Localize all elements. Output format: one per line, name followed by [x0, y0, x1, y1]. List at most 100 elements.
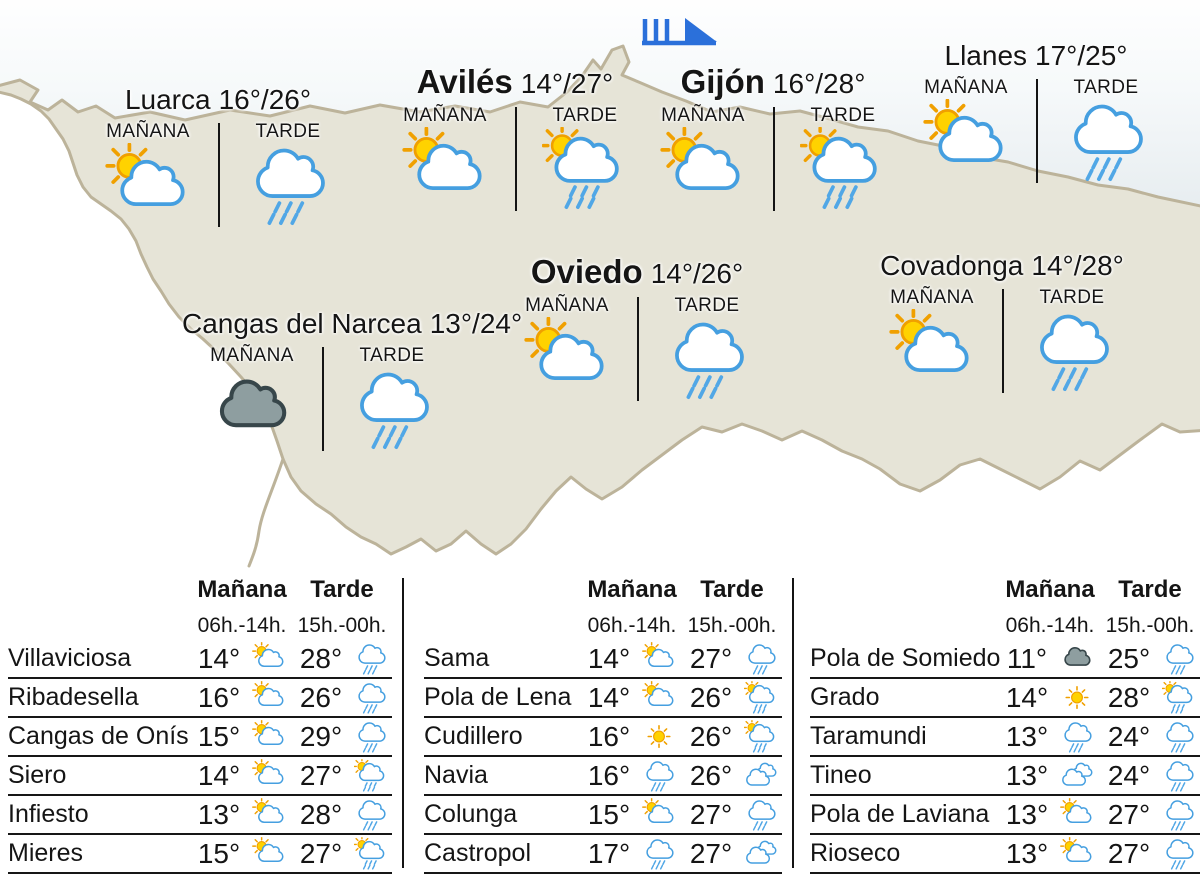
- station-city-name: Covadonga: [880, 250, 1024, 281]
- afternoon-weather: [773, 127, 913, 213]
- morning-weather: [636, 798, 682, 831]
- station-city-name: Gijón: [680, 63, 765, 100]
- afternoon-temp: 29°: [299, 720, 343, 752]
- station-title: Llanes 17°/25°: [896, 40, 1176, 72]
- weather-station: Oviedo 14°/26° MAÑANA TARDE: [497, 255, 777, 407]
- morning-temp: 14°: [1005, 681, 1049, 713]
- table-header-afternoon: Tarde: [700, 576, 764, 603]
- afternoon-label: TARDE: [255, 121, 321, 142]
- table-row: Cudillero 16° 26°: [424, 718, 782, 757]
- afternoon-temp: 24°: [1107, 759, 1151, 791]
- forecast-table: Mañana Tarde 06h.-14h. 15h.-00h. Sama 14…: [424, 572, 782, 874]
- morning-weather: [636, 759, 682, 792]
- afternoon-temp: 26°: [299, 681, 343, 713]
- afternoon-weather: [1158, 798, 1200, 831]
- afternoon-weather: [740, 681, 782, 714]
- morning-weather: [246, 642, 292, 675]
- afternoon-weather: [740, 759, 782, 792]
- station-title: Covadonga 14°/28°: [862, 250, 1142, 282]
- afternoon-temp: 27°: [689, 642, 733, 674]
- sun-cloud-icon: [1060, 798, 1094, 831]
- rain-icon: [1029, 309, 1115, 392]
- afternoon-label: TARDE: [674, 295, 740, 316]
- rain-icon: [354, 720, 388, 753]
- station-temp-range: 13°/24°: [429, 308, 523, 339]
- morning-temp: 15°: [197, 837, 241, 869]
- morning-label: MAÑANA: [525, 295, 609, 316]
- clouds-icon: [744, 759, 778, 792]
- morning-label: MAÑANA: [661, 105, 745, 126]
- table-row: Siero 14° 27°: [8, 757, 392, 796]
- sun-cloud-icon: [524, 317, 610, 400]
- period-divider: [1036, 79, 1038, 183]
- weather-station: Avilés 14°/27° MAÑANA TARDE: [375, 65, 655, 217]
- morning-weather: [1054, 798, 1100, 831]
- afternoon-label: TARDE: [359, 345, 425, 366]
- morning-temp: 13°: [1005, 837, 1049, 869]
- morning-weather: [78, 143, 218, 229]
- afternoon-temp: 28°: [1107, 681, 1151, 713]
- morning-temp: 17°: [587, 837, 631, 869]
- morning-temp: 15°: [587, 798, 631, 830]
- sun-cloud-icon: [252, 798, 286, 831]
- station-city-name: Cangas del Narcea: [182, 308, 422, 339]
- afternoon-temp: 25°: [1107, 642, 1151, 674]
- sun-icon: [642, 720, 676, 753]
- station-periods: MAÑANA TARDE: [78, 121, 358, 233]
- morning-temp: 16°: [587, 759, 631, 791]
- afternoon-temp: 27°: [299, 759, 343, 791]
- table-row: Infiesto 13° 28°: [8, 796, 392, 835]
- rain-icon: [744, 642, 778, 675]
- rain-icon: [1162, 642, 1196, 675]
- rain-icon: [1063, 99, 1149, 182]
- morning-temp: 13°: [1005, 759, 1049, 791]
- sun-cloud-icon: [252, 642, 286, 675]
- afternoon-weather: [1002, 309, 1142, 395]
- afternoon-weather: [1158, 837, 1200, 870]
- table-row: Mieres 15° 27°: [8, 835, 392, 874]
- afternoon-temp: 26°: [689, 759, 733, 791]
- sun-rain-icon: [354, 837, 388, 870]
- place-name: Pola de Lena: [424, 683, 572, 711]
- morning-weather: [182, 367, 322, 453]
- table-row: Villaviciosa 14° 28°: [8, 640, 392, 679]
- rain-icon: [1162, 720, 1196, 753]
- morning-weather: [1054, 759, 1100, 792]
- morning-weather: [246, 720, 292, 753]
- table-row: Rioseco 13° 27°: [810, 835, 1200, 874]
- afternoon-temp: 27°: [1107, 798, 1151, 830]
- morning-weather: [1054, 837, 1100, 870]
- afternoon-weather: [350, 642, 392, 675]
- station-periods: MAÑANA TARDE: [862, 287, 1142, 399]
- table-divider: [792, 578, 794, 868]
- station-temp-range: 14°/27°: [520, 68, 614, 99]
- table-header-morning: Mañana: [587, 576, 677, 603]
- station-temp-range: 14°/26°: [650, 258, 744, 289]
- wind-flag-icon: [642, 18, 717, 46]
- place-name: Cangas de Onís: [8, 722, 189, 750]
- rain-icon: [1162, 798, 1196, 831]
- station-city-name: Luarca: [124, 84, 211, 115]
- sun-rain-icon: [542, 127, 628, 210]
- sun-cloud-icon: [252, 759, 286, 792]
- station-periods: MAÑANA TARDE: [896, 77, 1176, 189]
- weather-station: Luarca 16°/26° MAÑANA TARDE: [78, 84, 358, 233]
- station-temp-range: 17°/25°: [1035, 40, 1128, 71]
- sun-rain-icon: [354, 759, 388, 792]
- morning-label: MAÑANA: [890, 287, 974, 308]
- afternoon-weather: [1036, 99, 1176, 185]
- rain-icon: [744, 798, 778, 831]
- grey-cloud-icon: [1060, 642, 1094, 675]
- sun-cloud-icon: [642, 798, 676, 831]
- station-title: Oviedo 14°/26°: [497, 255, 777, 290]
- sun-cloud-icon: [642, 681, 676, 714]
- station-temp-range: 16°/26°: [218, 84, 312, 115]
- place-name: Infiesto: [8, 800, 89, 828]
- weather-station: Covadonga 14°/28° MAÑANA TARDE: [862, 250, 1142, 399]
- table-row: Grado 14° 28°: [810, 679, 1200, 718]
- period-divider: [1002, 289, 1004, 393]
- station-periods: MAÑANA TARDE: [182, 345, 462, 457]
- table-row: Sama 14° 27°: [424, 640, 782, 679]
- grey-cloud-icon: [209, 367, 295, 450]
- morning-weather: [246, 681, 292, 714]
